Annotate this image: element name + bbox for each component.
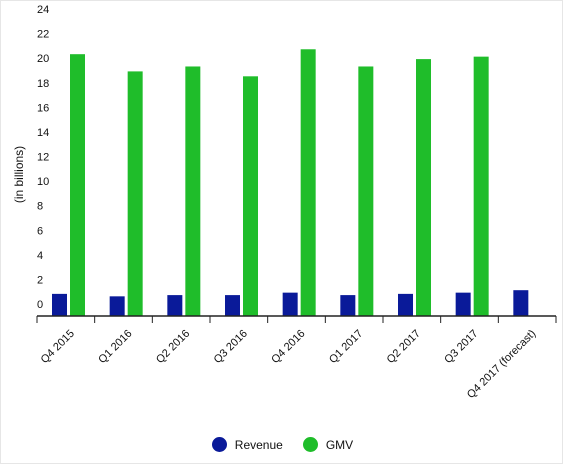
y-tick-label: 2	[37, 274, 43, 286]
x-tick-label: Q4 2016	[269, 328, 307, 366]
x-tick-label: Q2 2017	[385, 328, 423, 366]
bar-revenue	[109, 296, 125, 316]
x-tick-label: Q3 2017	[442, 328, 480, 366]
y-tick-label: 0	[37, 299, 43, 311]
bar-revenue	[455, 292, 471, 316]
x-tick-label: Q3 2016	[212, 328, 250, 366]
y-axis-label: (in billions)	[12, 146, 26, 203]
bar-gmv	[473, 56, 489, 316]
legend-item-revenue[interactable]: Revenue	[211, 437, 283, 452]
y-tick-label: 22	[37, 29, 49, 41]
bar-gmv	[416, 59, 431, 317]
bar-gmv	[70, 54, 85, 316]
legend-label: GMV	[325, 437, 354, 452]
bar-revenue	[52, 293, 67, 316]
y-tick-label: 24	[37, 4, 49, 16]
y-tick-label: 4	[37, 250, 43, 262]
bar-revenue	[398, 293, 413, 316]
y-tick-label: 6	[37, 225, 43, 237]
bar-gmv	[185, 66, 201, 317]
x-tick-label: Q1 2017	[327, 328, 365, 366]
x-tick-label: Q4 2015	[39, 328, 77, 366]
x-axis: Q4 2015 Q1 2016 Q2 2016 Q3 2016 Q4 2016 Q1 20…	[36, 315, 557, 401]
legend: Revenue GMV	[1, 437, 563, 452]
y-tick-label: 10	[37, 176, 49, 188]
bar-revenue	[225, 295, 240, 316]
bar-revenue	[282, 292, 298, 316]
bars	[52, 49, 529, 317]
bar-revenue	[513, 290, 529, 316]
x-tick-label: Q2 2016	[154, 328, 192, 366]
legend-item-gmv[interactable]: GMV	[302, 437, 354, 452]
legend-swatch	[211, 437, 227, 452]
legend-label: Revenue	[234, 437, 283, 452]
legend-swatch	[302, 437, 318, 452]
bar-gmv	[300, 49, 316, 316]
bar-revenue	[340, 295, 356, 316]
bar-gmv	[358, 66, 374, 317]
bar-gmv	[127, 71, 143, 316]
y-tick-label: 20	[37, 53, 49, 65]
y-tick-label: 18	[37, 78, 49, 90]
bar-gmv	[243, 76, 258, 316]
y-tick-label: 14	[37, 127, 49, 139]
y-tick-label: 8	[37, 201, 43, 213]
x-tick-label: Q1 2016	[96, 328, 134, 366]
y-tick-label: 12	[37, 152, 49, 164]
y-tick-label: 16	[37, 102, 49, 114]
bar-revenue	[167, 295, 183, 316]
